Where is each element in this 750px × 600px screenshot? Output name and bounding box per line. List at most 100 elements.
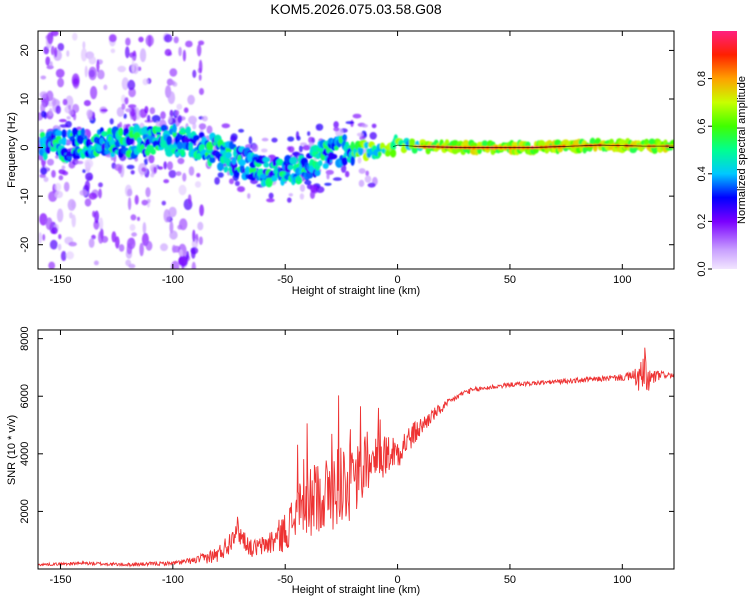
noise-blob xyxy=(229,178,234,185)
noise-blob xyxy=(121,103,126,110)
signal-blob xyxy=(238,159,246,166)
noise-blob xyxy=(177,157,185,165)
noise-blob xyxy=(57,43,65,51)
noise-blob xyxy=(160,243,168,252)
noise-blob xyxy=(169,68,178,77)
noise-blob xyxy=(38,232,43,244)
noise-blob xyxy=(196,173,201,178)
noise-blob xyxy=(68,104,72,111)
noise-blob xyxy=(90,86,98,100)
noise-blob xyxy=(308,136,314,144)
signal-blob xyxy=(95,144,103,152)
noise-blob xyxy=(188,166,195,176)
x-tick-label: -50 xyxy=(277,574,293,586)
noise-blob xyxy=(304,180,312,185)
noise-blob xyxy=(144,106,149,114)
noise-blob xyxy=(367,182,376,188)
noise-blob xyxy=(98,182,103,188)
noise-blob xyxy=(131,60,135,73)
noise-blob xyxy=(39,173,46,178)
signal-blob xyxy=(244,166,251,175)
y-tick-label: 20 xyxy=(19,44,31,56)
y-tick-label: 8000 xyxy=(19,326,31,350)
noise-blob xyxy=(84,180,90,192)
noise-blob xyxy=(80,48,88,62)
signal-blob xyxy=(209,156,216,164)
noise-blob xyxy=(199,204,205,217)
noise-blob xyxy=(93,260,99,266)
y-tick-label: 10 xyxy=(19,93,31,105)
x-tick-label: -150 xyxy=(49,274,71,286)
noise-blob xyxy=(148,35,152,48)
noise-blob xyxy=(68,241,77,247)
noise-blob xyxy=(88,66,97,81)
signal-blob xyxy=(74,153,81,160)
noise-blob xyxy=(191,247,196,259)
noise-blob xyxy=(178,46,182,57)
noise-blob xyxy=(160,111,166,120)
signal-blob xyxy=(128,130,135,139)
x-tick-label: 0 xyxy=(395,574,401,586)
noise-blob xyxy=(125,37,131,46)
noise-blob xyxy=(45,217,53,230)
noise-blob xyxy=(214,177,220,185)
x-tick-label: 100 xyxy=(613,574,631,586)
noise-blob xyxy=(59,124,69,128)
noise-blob xyxy=(85,172,93,181)
noise-blob xyxy=(57,243,62,251)
noise-blob xyxy=(298,145,303,153)
signal-blob xyxy=(314,169,321,177)
signal-blob xyxy=(104,149,110,155)
noise-blob xyxy=(145,240,153,251)
noise-blob xyxy=(141,167,146,172)
noise-blob xyxy=(302,144,311,151)
noise-blob xyxy=(88,192,98,200)
colorbar-tick-label: 0.0 xyxy=(696,261,708,276)
noise-blob xyxy=(332,177,342,181)
noise-blob xyxy=(125,46,130,59)
signal-blob xyxy=(259,173,268,180)
noise-blob xyxy=(198,59,203,74)
noise-blob xyxy=(117,65,126,73)
signal-blob xyxy=(350,141,355,152)
snr-series xyxy=(38,347,674,568)
signal-blob xyxy=(166,135,173,146)
noise-blob xyxy=(49,239,58,250)
noise-blob xyxy=(47,158,54,166)
snr-ylabel: SNR (10 * v/v) xyxy=(6,415,18,485)
noise-blob xyxy=(238,128,245,133)
noise-blob xyxy=(161,200,166,206)
noise-blob xyxy=(134,194,139,205)
noise-blob xyxy=(187,94,195,105)
noise-blob xyxy=(98,188,102,199)
signal-blob xyxy=(93,136,100,144)
x-tick-label: -100 xyxy=(162,274,184,286)
x-tick-label: -50 xyxy=(277,274,293,286)
noise-blob xyxy=(91,234,96,240)
noise-blob xyxy=(202,115,208,122)
noise-blob xyxy=(234,180,240,187)
noise-blob xyxy=(340,164,347,173)
noise-blob xyxy=(175,171,182,177)
signal-blob xyxy=(263,162,270,168)
noise-blob xyxy=(123,113,127,119)
signal-blob xyxy=(61,136,67,146)
noise-blob xyxy=(73,112,77,121)
spectrogram-xlabel: Height of straight line (km) xyxy=(292,285,420,297)
x-tick-label: 50 xyxy=(504,274,516,286)
noise-blob xyxy=(119,121,123,130)
noise-blob xyxy=(164,48,172,57)
noise-blob xyxy=(98,231,104,244)
signal-blob xyxy=(110,139,115,145)
spectrogram-heatmap xyxy=(38,31,674,269)
noise-blob xyxy=(188,115,197,125)
snr-ticks: -150 -100 -50 0 50 100 2000 4000 6000 8000 xyxy=(19,326,674,586)
colorbar-tick-label: 0.6 xyxy=(696,119,708,134)
signal-blob xyxy=(341,156,348,166)
signal-blob xyxy=(80,127,86,138)
signal-blob xyxy=(172,123,177,133)
signal-blob xyxy=(101,131,108,137)
noise-blob xyxy=(217,172,224,178)
noise-blob xyxy=(103,84,108,91)
